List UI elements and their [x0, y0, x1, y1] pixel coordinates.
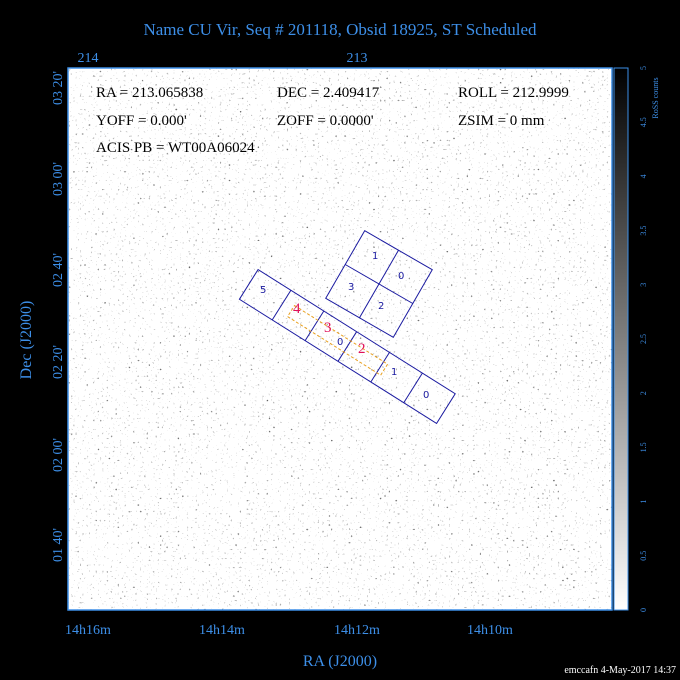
colorbar-frame: [613, 67, 629, 611]
y-axis-title: Dec (J2000): [18, 301, 35, 380]
sky-noise: [68, 68, 612, 610]
colorbar-tick-label: 2: [639, 391, 648, 395]
chip-label: 0: [337, 337, 343, 348]
top-tick-label: 214: [78, 51, 99, 66]
colorbar: [614, 68, 628, 610]
colorbar-tick-label: 2.5: [639, 334, 648, 344]
colorbar-tick-label: 4: [639, 174, 648, 178]
acis-i: [325, 230, 433, 338]
x-axis-title: RA (J2000): [303, 653, 377, 670]
left-tick-label: 02 00': [51, 438, 66, 472]
bottom-tick-label: 14h16m: [65, 623, 111, 638]
colorbar-tick-label: 0.5: [639, 551, 648, 561]
left-tick-label: 01 40': [51, 528, 66, 562]
title: Name CU Vir, Seq # 201118, Obsid 18925, …: [143, 20, 537, 39]
left-tick-label: 03 00': [51, 162, 66, 196]
chip-label: 1: [372, 251, 378, 262]
chip-label: 2: [358, 341, 366, 357]
colorbar-tick-label: 3.5: [639, 226, 648, 236]
info-block: RA = 213.065838 DEC = 2.409417 ROLL = 212.…: [96, 85, 569, 156]
bottom-tick-label: 14h14m: [199, 623, 245, 638]
plot-frame: [67, 67, 613, 611]
info-text: YOFF = 0.000': [96, 113, 187, 129]
chip-label: 3: [348, 282, 354, 293]
chip-label: 3: [324, 320, 332, 336]
colorbar-tick-label: 1: [639, 500, 648, 504]
left-tick-label: 02 40': [51, 253, 66, 287]
colorbar-tick-label: 0: [639, 608, 648, 612]
info-text: ZOFF = 0.0000': [277, 113, 374, 129]
colorbar-title: RoSS counts: [651, 77, 660, 118]
top-tick-label: 213: [347, 51, 368, 66]
left-tick-label: 03 20': [51, 71, 66, 105]
info-text: DEC = 2.409417: [277, 85, 380, 101]
colorbar-tick-label: 1.5: [639, 442, 648, 452]
bottom-tick-label: 14h10m: [467, 623, 513, 638]
left-tick-label: 02 20': [51, 345, 66, 379]
chip-label: 1: [391, 367, 397, 378]
bottom-tick-label: 14h12m: [334, 623, 380, 638]
chip-label: 0: [398, 271, 404, 282]
chip-label: 5: [260, 285, 266, 296]
info-text: ACIS PB = WT00A06024: [96, 140, 255, 156]
colorbar-tick-label: 5: [639, 66, 648, 70]
footer-stamp: emccafn 4-May-2017 14:37: [564, 665, 676, 676]
info-text: ZSIM = 0 mm: [458, 113, 545, 129]
chip-label: 0: [423, 390, 429, 401]
acis-s: [238, 268, 456, 425]
chip-label: 4: [293, 301, 301, 317]
info-text: RA = 213.065838: [96, 85, 203, 101]
colorbar-tick-label: 4.5: [639, 117, 648, 127]
colorbar-tick-label: 3: [639, 283, 648, 287]
chip-label: 2: [378, 301, 384, 312]
info-text: ROLL = 212.9999: [458, 85, 569, 101]
